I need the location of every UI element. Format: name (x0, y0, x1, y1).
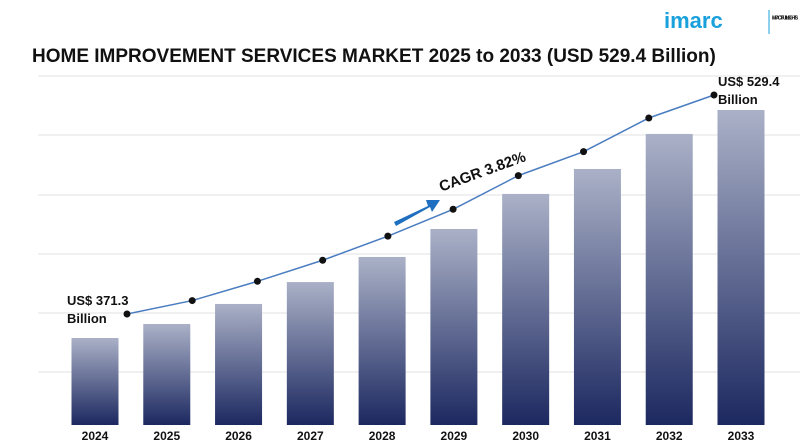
x-tick-label: 2033 (728, 429, 755, 443)
bar (430, 228, 478, 425)
bar (215, 303, 263, 425)
trend-point (319, 256, 327, 264)
x-tick-label: 2027 (297, 429, 324, 443)
x-tick-label: 2031 (584, 429, 611, 443)
x-tick-label: 2026 (225, 429, 252, 443)
logo-name: imarc (664, 8, 723, 33)
bar (358, 256, 406, 425)
trend-point (384, 232, 392, 240)
trend-point (123, 310, 131, 318)
bar (286, 282, 334, 425)
x-tick-label: 2030 (512, 429, 539, 443)
x-tick-label: 2025 (153, 429, 180, 443)
chart-title: HOME IMPROVEMENT SERVICES MARKET 2025 to… (32, 46, 716, 67)
cagr-annotation: CAGR 3.82% (437, 148, 528, 195)
bar (573, 168, 621, 426)
trend-point (645, 114, 653, 122)
bar (645, 133, 693, 426)
value-label: US$ 371.3 Billion (67, 293, 128, 326)
trend-point (188, 297, 196, 305)
trend-line (126, 94, 715, 315)
x-tick-label: 2024 (82, 429, 109, 443)
cagr-arrow (394, 200, 440, 226)
trend-point (253, 277, 261, 285)
logo: imarc IMPACTFUL INSIGHTS (664, 8, 799, 34)
x-tick-label: 2029 (441, 429, 468, 443)
trend-point (514, 172, 522, 180)
x-tick-label: 2028 (369, 429, 396, 443)
trend-point (580, 148, 588, 156)
trend-point (710, 91, 718, 99)
bar (502, 193, 550, 425)
x-tick-label: 2032 (656, 429, 683, 443)
bar (71, 338, 119, 425)
bar (143, 324, 191, 425)
logo-tagline: IMPACTFUL INSIGHTS (772, 15, 799, 21)
value-label: US$ 529.4 Billion (718, 74, 780, 107)
trend-point (449, 205, 457, 213)
bar (717, 110, 765, 425)
